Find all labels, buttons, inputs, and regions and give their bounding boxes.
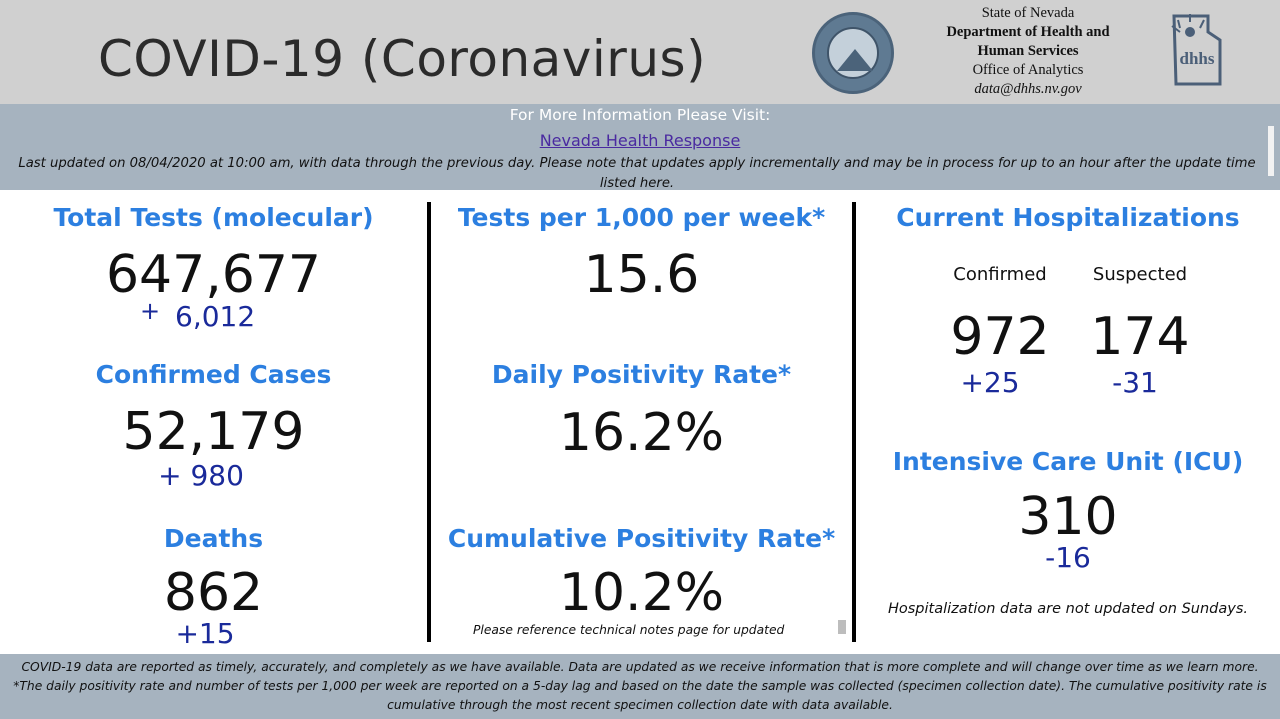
total-tests-value: 647,677 [105,245,322,305]
more-info-label: For More Information Please Visit: [509,106,771,124]
confirmed-cases-title: Confirmed Cases [95,360,332,389]
dept-email: data@dhhs.nv.gov [974,81,1082,97]
confirmed-cases-delta: + 980 [158,459,244,492]
icu-value: 310 [1018,487,1118,547]
deaths-delta: +15 [175,617,235,650]
hosp-suspected-value: 174 [1090,307,1190,367]
dept-state: State of Nevada [981,5,1075,21]
icu-title: Intensive Care Unit (ICU) [892,447,1244,476]
tests-per-1000-value: 15.6 [583,245,700,305]
confirmed-cases-value: 52,179 [122,402,305,462]
daily-positivity-title: Daily Positivity Rate* [491,360,792,389]
hosp-confirmed-label: Confirmed [953,264,1047,285]
page-title: COVID-19 (Coronavirus) [98,30,707,88]
footer-line-2: *The daily positivity rate and number of… [13,679,1267,712]
dept-name-2: Human Services [977,43,1079,59]
dept-office: Office of Analytics [972,62,1084,78]
total-tests-delta: 6,012 [175,300,256,333]
info-scrollbar[interactable] [1268,126,1274,176]
hosp-confirmed-delta: +25 [960,366,1020,399]
info-banner: For More Information Please Visit: Nevad… [0,104,1280,190]
last-updated-text: Last updated on 08/04/2020 at 10:00 am, … [18,156,1256,190]
footer-line-1: COVID-19 data are reported as timely, ac… [21,660,1259,674]
daily-positivity-value: 16.2% [558,403,725,463]
hosp-confirmed-value: 972 [950,307,1050,367]
dept-name-1: Department of Health and [946,24,1110,40]
header: COVID-19 (Coronavirus) State of Nevada D… [0,0,1280,104]
deaths-title: Deaths [163,524,264,553]
current-hospitalizations-title: Current Hospitalizations [896,203,1240,232]
footer-disclaimer: COVID-19 data are reported as timely, ac… [0,654,1280,719]
deaths-value: 862 [163,563,264,623]
column-divider-1 [427,202,431,642]
technical-notes-text: Please reference technical notes page fo… [473,623,785,637]
nevada-health-response-link[interactable]: Nevada Health Response [539,131,741,150]
total-tests-delta-sign: + [140,297,161,325]
hospitalization-note: Hospitalization data are not updated on … [887,601,1249,617]
hosp-suspected-label: Suspected [1092,264,1188,285]
cumulative-positivity-value: 10.2% [558,563,725,623]
hosp-suspected-delta: -31 [1112,366,1158,399]
column-divider-2 [852,202,856,642]
total-tests-title: Total Tests (molecular) [53,203,374,232]
dhhs-logo-icon: dhhs [1171,14,1222,86]
icu-delta: -16 [1045,541,1091,574]
tests-per-1000-title: Tests per 1,000 per week* [457,203,826,232]
cumulative-positivity-title: Cumulative Positivity Rate* [447,524,836,553]
department-info: State of Nevada Department of Health and… [918,4,1138,99]
nevada-seal-icon [812,12,894,94]
positivity-scrollbar[interactable] [838,620,846,634]
svg-text:dhhs: dhhs [1180,49,1215,68]
